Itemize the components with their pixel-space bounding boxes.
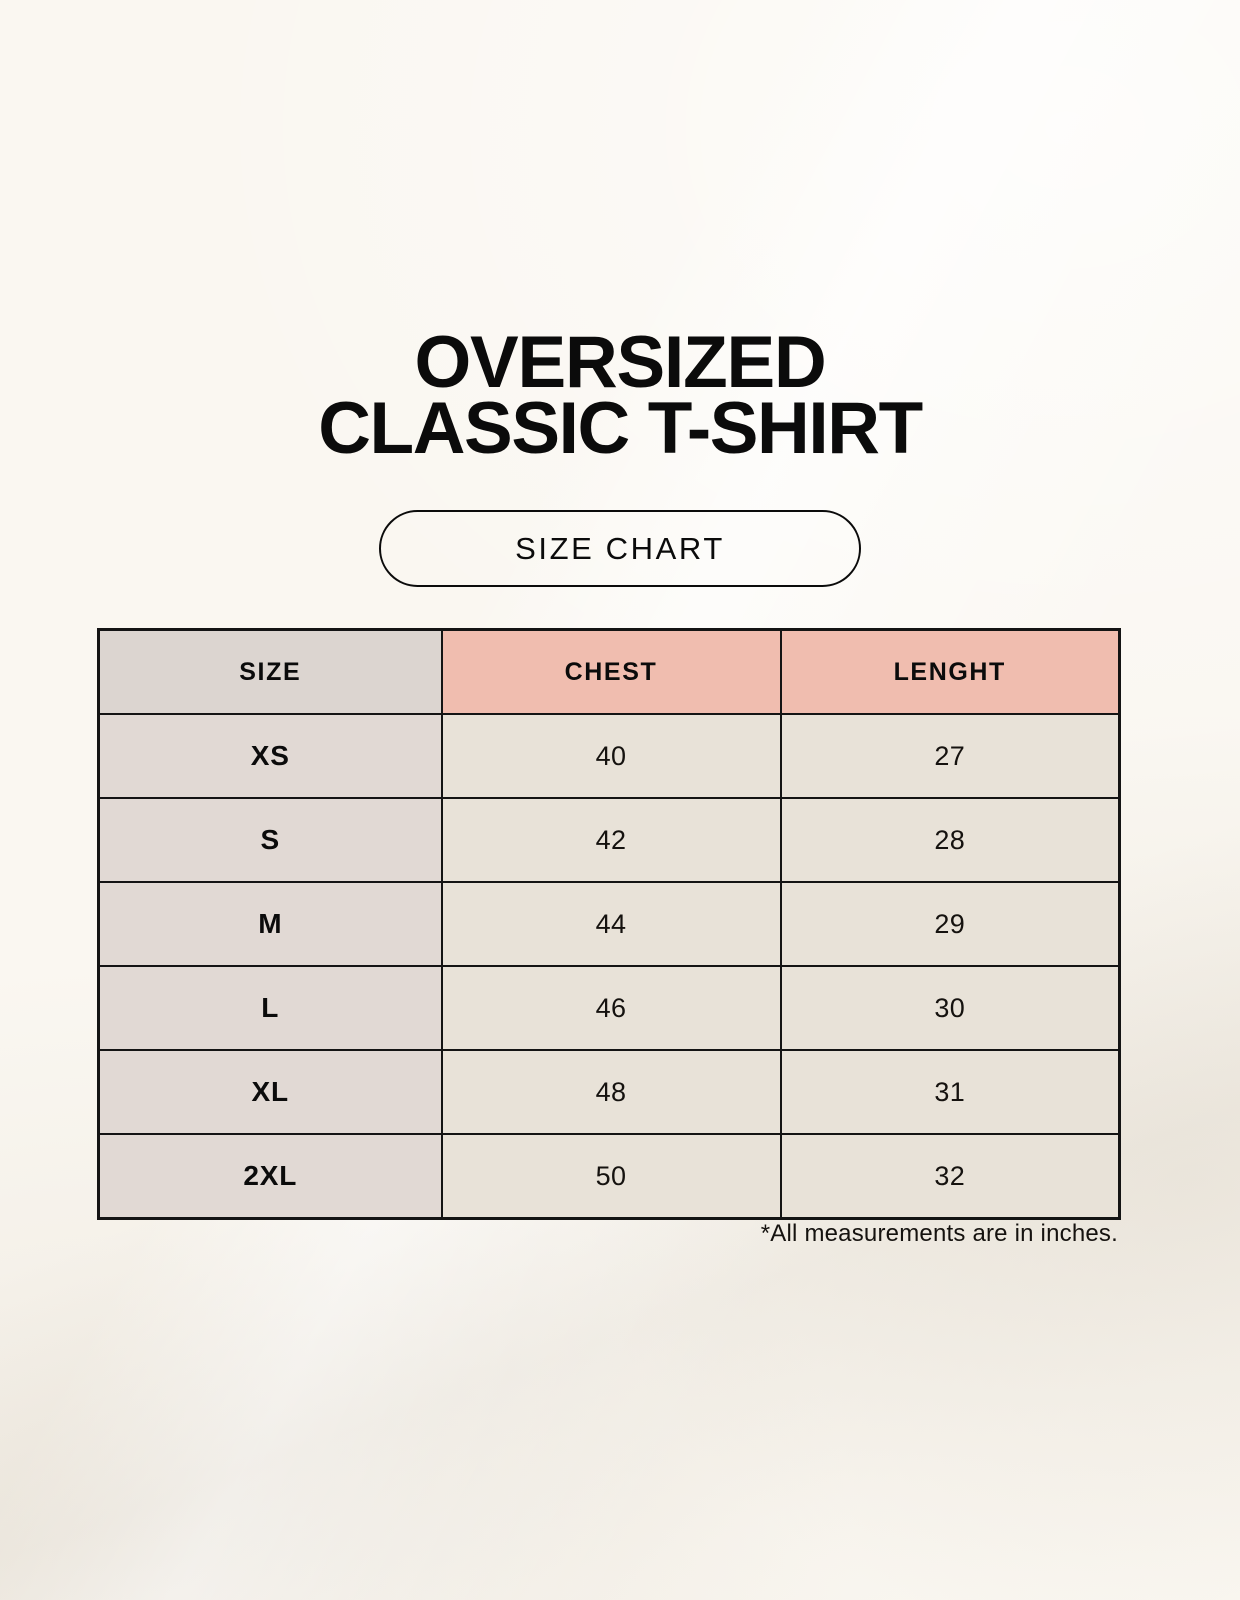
cell-length: 31 bbox=[779, 1049, 1121, 1135]
cell-size: S bbox=[97, 797, 443, 883]
size-chart-table-wrapper: SIZE CHEST LENGHT XS 40 27 S 42 28 M bbox=[97, 628, 1121, 1220]
title-line-one: OVERSIZED bbox=[414, 322, 826, 403]
table-row: M 44 29 bbox=[97, 881, 1121, 967]
cell-size: L bbox=[97, 965, 443, 1051]
size-chart-badge-wrapper: SIZE CHART bbox=[0, 510, 1240, 587]
cell-chest: 50 bbox=[440, 1133, 782, 1220]
table-row: L 46 30 bbox=[97, 965, 1121, 1051]
page-title: OVERSIZED CLASSIC T-SHIRT bbox=[0, 322, 1240, 470]
table-row: XS 40 27 bbox=[97, 713, 1121, 799]
cell-size: 2XL bbox=[97, 1133, 443, 1220]
column-header-size: SIZE bbox=[97, 628, 443, 715]
table-row: XL 48 31 bbox=[97, 1049, 1121, 1135]
cell-length: 28 bbox=[779, 797, 1121, 883]
title-line-two: CLASSIC T-SHIRT bbox=[318, 388, 923, 470]
cell-length: 32 bbox=[779, 1133, 1121, 1220]
size-chart-badge: SIZE CHART bbox=[379, 510, 861, 587]
cell-length: 29 bbox=[779, 881, 1121, 967]
cell-size: XS bbox=[97, 713, 443, 799]
table-header-row: SIZE CHEST LENGHT bbox=[97, 628, 1121, 715]
size-chart-table: SIZE CHEST LENGHT XS 40 27 S 42 28 M bbox=[97, 628, 1121, 1220]
cell-chest: 44 bbox=[440, 881, 782, 967]
cell-size: M bbox=[97, 881, 443, 967]
table-row: S 42 28 bbox=[97, 797, 1121, 883]
cell-chest: 48 bbox=[440, 1049, 782, 1135]
cell-length: 27 bbox=[779, 713, 1121, 799]
cell-length: 30 bbox=[779, 965, 1121, 1051]
table-row: 2XL 50 32 bbox=[97, 1133, 1121, 1220]
cell-size: XL bbox=[97, 1049, 443, 1135]
cell-chest: 42 bbox=[440, 797, 782, 883]
measurement-footnote: *All measurements are in inches. bbox=[760, 1220, 1118, 1247]
cell-chest: 46 bbox=[440, 965, 782, 1051]
column-header-chest: CHEST bbox=[440, 628, 782, 715]
cell-chest: 40 bbox=[440, 713, 782, 799]
size-chart-badge-label: SIZE CHART bbox=[515, 530, 725, 566]
column-header-length: LENGHT bbox=[779, 628, 1121, 715]
